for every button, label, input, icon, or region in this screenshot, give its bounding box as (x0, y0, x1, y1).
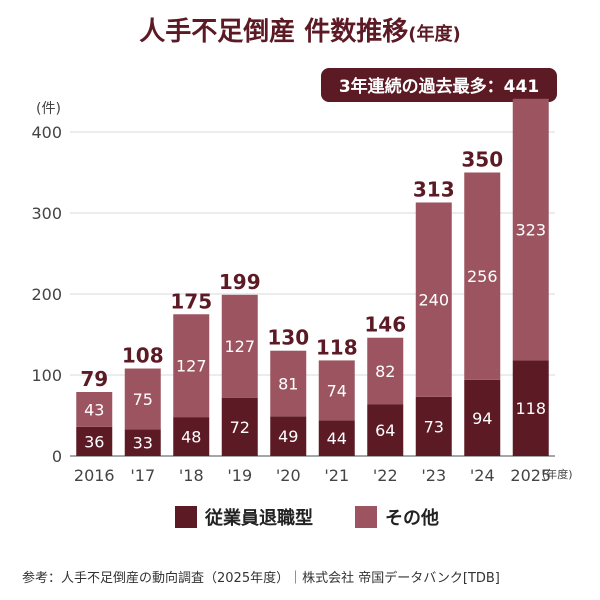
bar-segment-light (415, 202, 452, 397)
x-tick-label: '17 (130, 466, 155, 485)
bar-segment-dark (124, 429, 161, 456)
x-tick-label: 2025 (510, 466, 551, 485)
bar-value-label-light: 323 (515, 221, 546, 240)
record-callout: 3年連続の過去最多：441 (321, 68, 557, 102)
y-tick-label: 200 (31, 285, 62, 304)
x-tick-label: '24 (470, 466, 495, 485)
bar-value-label-light: 127 (176, 357, 207, 376)
bar-total-label: 146 (364, 313, 406, 337)
bar-value-label-light: 75 (133, 390, 153, 409)
footer-source: 参考：人手不足倒産の動向調査（2025年度）｜株式会社 帝国データバンク[TDB… (22, 570, 500, 586)
bar-value-label-light: 43 (84, 400, 104, 419)
bar-value-label-dark: 44 (327, 429, 347, 448)
chart-title-main: 人手不足倒産 件数推移 (139, 16, 408, 47)
bar-value-label-dark: 49 (278, 427, 298, 446)
bar-segment-dark (367, 404, 404, 456)
bar-segment-dark (270, 416, 307, 456)
x-axis-unit: (年度) (542, 467, 573, 481)
bar-segment-dark (512, 360, 549, 456)
bar-value-label-dark: 73 (424, 417, 444, 436)
bar-segment-dark (76, 426, 113, 456)
bar-value-label-light: 256 (467, 267, 498, 286)
legend-label-light: その他 (385, 507, 439, 529)
bar-segment-light (512, 98, 549, 361)
bar-segment-light (367, 337, 404, 405)
bar-segment-dark (415, 396, 452, 456)
bar-segment-light (464, 172, 501, 380)
legend-swatch-light (355, 506, 377, 528)
y-tick-labels: 0 100 200 300 400 (31, 123, 62, 466)
bar-total-label: 108 (122, 344, 164, 368)
record-callout-box (321, 68, 557, 102)
bar-segment-light (173, 314, 210, 418)
bar-segment-dark (221, 397, 258, 456)
bar-value-label-dark: 118 (515, 399, 546, 418)
bar-segment-dark (173, 417, 210, 456)
x-tick-label: '21 (324, 466, 349, 485)
bar-value-label-light: 240 (418, 291, 449, 310)
y-tick-label: 0 (52, 447, 62, 466)
bar-value-label-light: 82 (375, 362, 395, 381)
bar-segment-light (76, 392, 113, 427)
bar-total-label: 350 (461, 148, 503, 172)
bar-value-label-light: 81 (278, 375, 298, 394)
x-tick-labels: 2016 '17 '18 '19 '20 '21 '22 '23 '24 2025 (74, 466, 551, 485)
bar-value-label-light: 127 (224, 337, 255, 356)
bar-total-label: 79 (80, 367, 108, 391)
bar-segment-light (124, 368, 161, 430)
bar-segment-light (318, 360, 355, 421)
bar-total-label: 118 (316, 335, 358, 359)
bar-value-label-dark: 48 (181, 428, 201, 447)
bar-value-label-dark: 64 (375, 421, 395, 440)
x-tick-label: '19 (227, 466, 252, 485)
y-tick-label: 300 (31, 204, 62, 223)
x-tick-label: '20 (276, 466, 301, 485)
chart-title: 人手不足倒産 件数推移(年度) (139, 16, 461, 47)
bar-segment-light (221, 294, 258, 398)
x-tick-label: '23 (421, 466, 446, 485)
bar-segment-dark (464, 379, 501, 456)
bar-series: 36 43 79 33 75 108 48 127 175 72 127 199 49 81 130 44 74… (76, 98, 549, 456)
x-tick-label: '22 (373, 466, 398, 485)
legend-swatch-dark (175, 506, 197, 528)
bar-value-label-dark: 36 (84, 432, 104, 451)
record-callout-text: 3年連続の過去最多：441 (339, 76, 539, 97)
bar-value-label-dark: 94 (472, 409, 492, 428)
y-tick-label: 100 (31, 366, 62, 385)
legend-label-dark: 従業員退職型 (204, 507, 313, 529)
bar-segment-dark (318, 420, 355, 456)
y-axis-unit: (件) (36, 101, 61, 117)
bar-value-label-dark: 33 (133, 434, 153, 453)
bar-total-label: 313 (413, 177, 455, 201)
x-tick-label: 2016 (74, 466, 115, 485)
bar-total-label: 175 (170, 289, 212, 313)
chart-title-suffix: (年度) (408, 23, 460, 45)
legend: 従業員退職型 その他 (175, 506, 439, 529)
bar-total-label: 199 (219, 270, 261, 294)
y-tick-label: 400 (31, 123, 62, 142)
bar-total-label: 130 (267, 326, 309, 350)
bar-segment-light (270, 350, 307, 417)
x-tick-label: '18 (179, 466, 204, 485)
bar-value-label-dark: 72 (230, 418, 250, 437)
bar-value-label-light: 74 (327, 381, 347, 400)
